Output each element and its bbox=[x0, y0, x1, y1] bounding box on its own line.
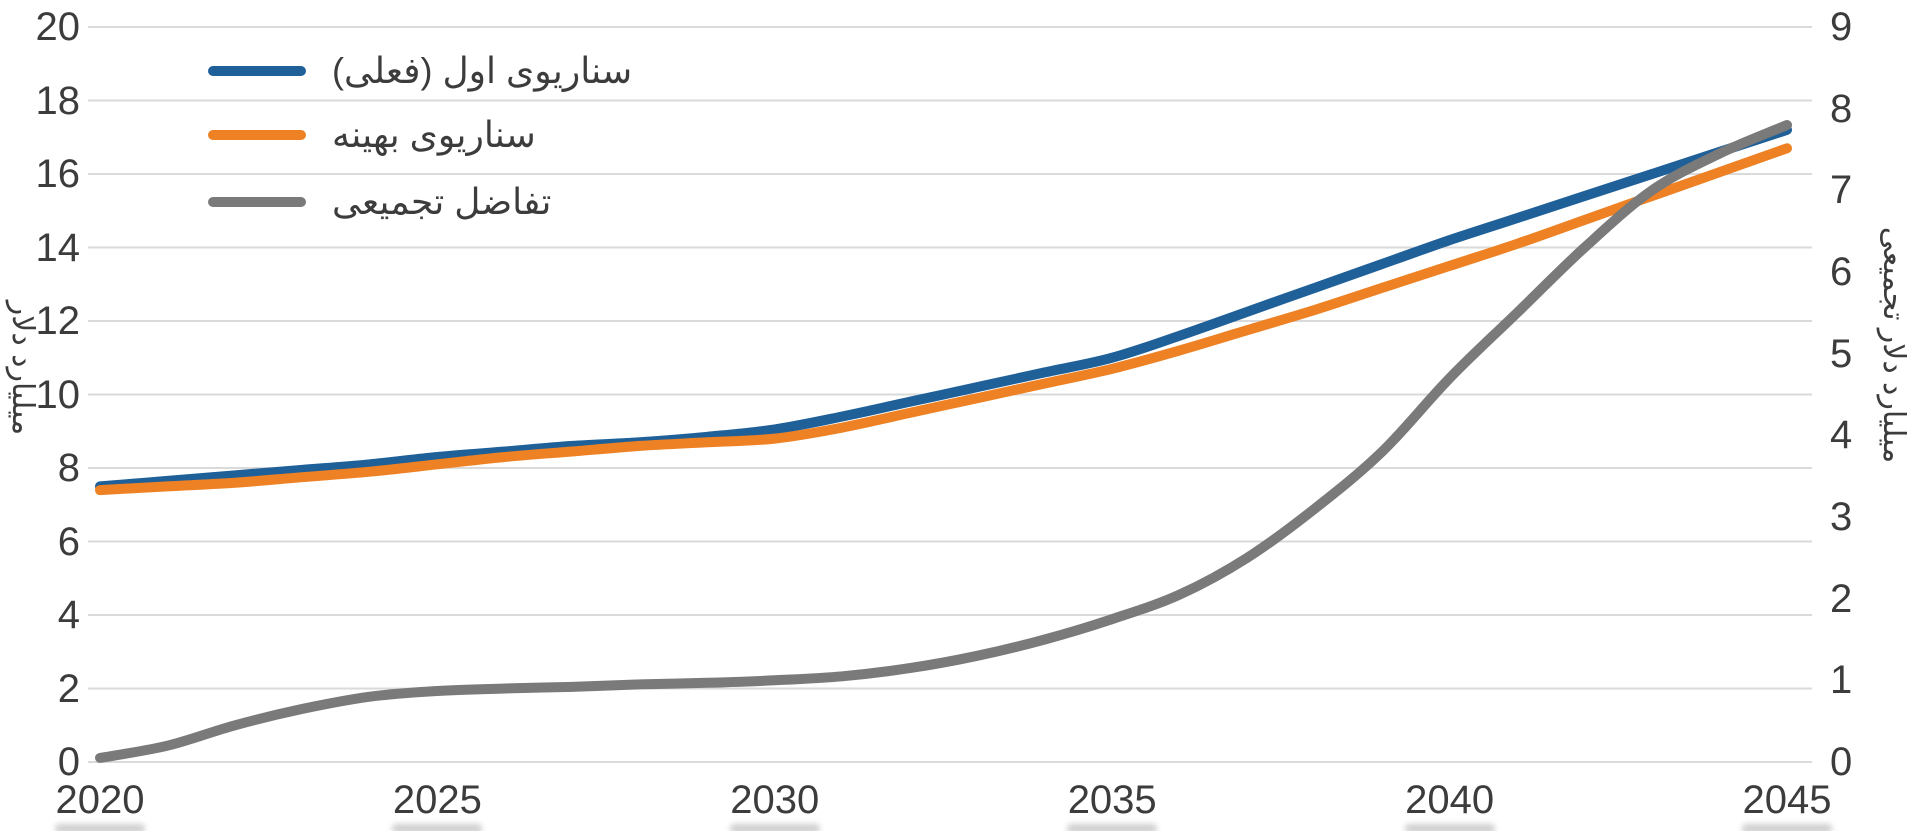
legend-label-cumulative-difference: تفاضل تجمیعی bbox=[332, 181, 552, 222]
x-axis-tick-label: 2030 bbox=[730, 778, 820, 822]
y-axis-left-tick-label: 10 bbox=[35, 372, 81, 417]
legend-swatch-blue bbox=[208, 66, 306, 76]
y-axis-right-tick-label: 3 bbox=[1830, 495, 1853, 539]
series-line-2 bbox=[95, 120, 1792, 763]
y-axis-right-tick-label: 1 bbox=[1830, 658, 1853, 703]
y-axis-left-tick-label: 0 bbox=[57, 740, 80, 784]
y-axis-right-tick-label: 7 bbox=[1830, 168, 1853, 213]
legend-label-scenario-current: سناریوی اول (فعلی) bbox=[332, 50, 633, 91]
legend-item-cumulative-difference: تفاضل تجمیعی bbox=[0, 180, 700, 224]
cropped-row-artifact bbox=[1742, 824, 1832, 831]
series-line-1 bbox=[95, 143, 1792, 496]
y-axis-left-tick-label: 16 bbox=[35, 152, 81, 196]
y-axis-right-tick-label: 9 bbox=[1830, 5, 1853, 49]
cropped-row-artifact bbox=[392, 824, 483, 831]
legend-item-scenario-optimal: سناریوی بهینه bbox=[0, 113, 700, 157]
y-axis-left-tick-label: 8 bbox=[57, 446, 80, 490]
x-axis-tick-label: 2020 bbox=[55, 778, 145, 822]
legend-swatch-gray bbox=[208, 197, 306, 207]
y-axis-left-tick-label: 20 bbox=[35, 5, 81, 49]
y-axis-left-tick-label: 6 bbox=[57, 519, 80, 564]
cropped-row-artifact bbox=[1404, 824, 1495, 831]
y-axis-left-tick-label: 18 bbox=[35, 78, 81, 123]
y-axis-right-tick-label: 5 bbox=[1830, 331, 1853, 376]
y-axis-right-tick-label: 2 bbox=[1830, 576, 1853, 621]
cropped-row-artifact bbox=[729, 824, 820, 831]
y-axis-right-tick-label: 4 bbox=[1830, 413, 1853, 458]
legend-item-scenario-current: سناریوی اول (فعلی) bbox=[0, 49, 700, 93]
y-axis-left-tick-label: 12 bbox=[35, 299, 81, 343]
legend-swatch-orange bbox=[208, 130, 306, 140]
y-axis-right-tick-label: 0 bbox=[1830, 740, 1853, 784]
legend-label-scenario-optimal: سناریوی بهینه bbox=[332, 114, 536, 155]
x-axis-tick-label: 2035 bbox=[1067, 778, 1157, 822]
x-axis-tick-label: 2025 bbox=[392, 778, 482, 822]
series-line-0 bbox=[95, 124, 1792, 492]
y-axis-right-tick-label: 6 bbox=[1830, 250, 1853, 294]
y-axis-left-tick-label: 2 bbox=[57, 666, 80, 711]
y-axis-right-tick-label: 8 bbox=[1830, 86, 1853, 131]
y-axis-left-tick-label: 14 bbox=[35, 225, 81, 270]
x-axis-tick-label: 2045 bbox=[1742, 778, 1832, 822]
cropped-row-artifact bbox=[1067, 824, 1158, 831]
x-axis-tick-label: 2040 bbox=[1405, 778, 1495, 822]
y-axis-left-tick-label: 4 bbox=[57, 593, 80, 637]
cropped-row-artifact bbox=[55, 824, 145, 831]
